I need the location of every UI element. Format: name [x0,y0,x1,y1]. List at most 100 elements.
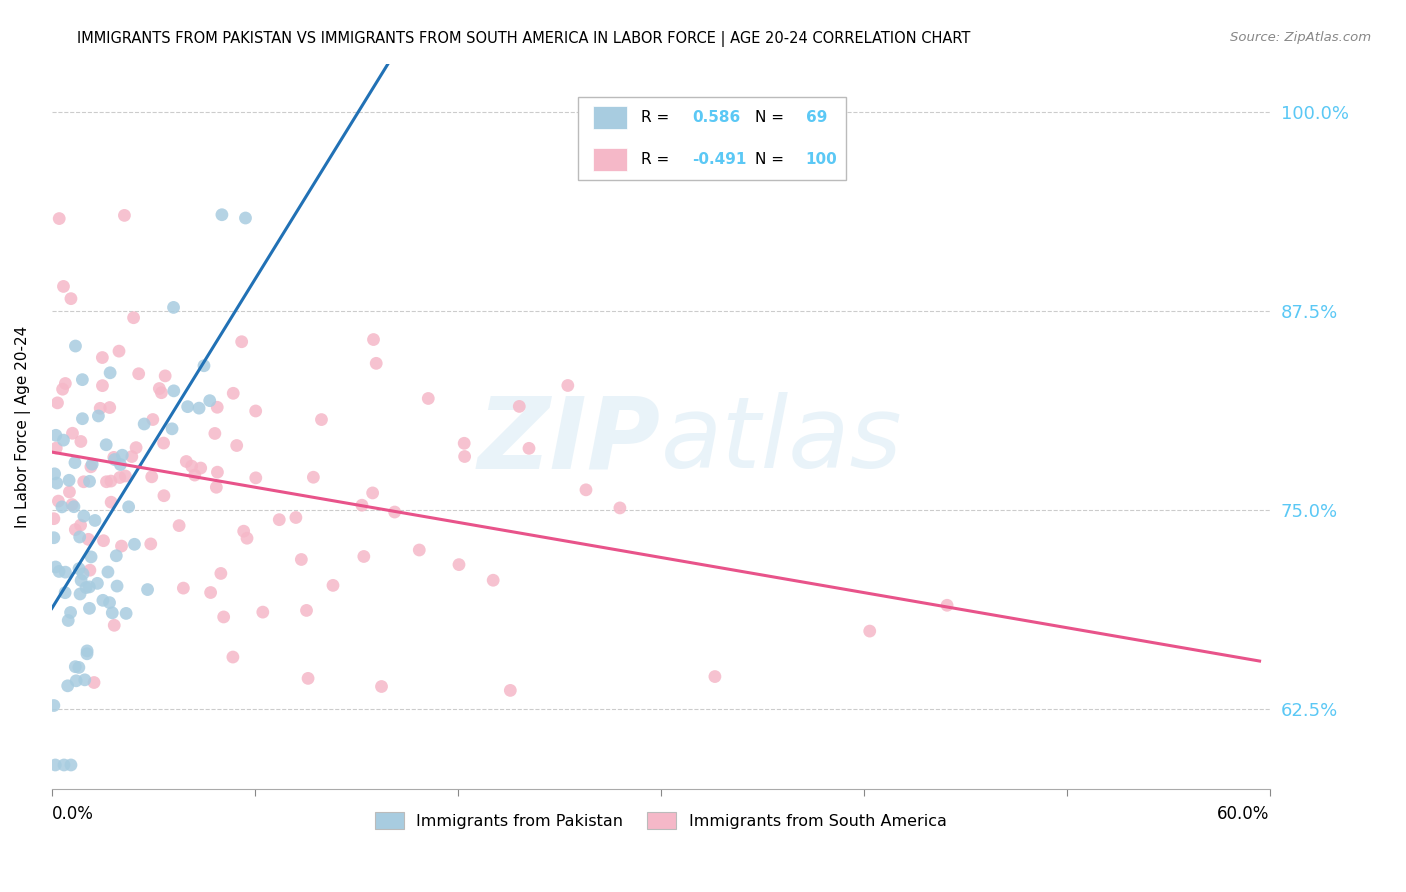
Point [110,539,132,553]
Point [361,486,384,500]
Point [205,480,228,494]
Point [136,582,159,597]
Text: N =: N = [755,152,789,167]
Point [302,470,325,484]
Point [69,518,91,533]
Text: R =: R = [641,152,675,167]
Point [84,513,107,527]
Point [51,500,73,514]
Point [517,442,540,456]
Point [609,500,631,515]
Point [75,581,97,595]
Text: 69: 69 [806,110,827,125]
Point [245,471,267,485]
Point [73,475,96,489]
Point [252,605,274,619]
Point [96,438,118,452]
Point [48,211,70,226]
Point [98,401,121,415]
Point [111,448,134,462]
Point [163,384,186,398]
Point [55,565,77,579]
Point [65,659,87,673]
Point [100,495,122,509]
Text: IMMIGRANTS FROM PAKISTAN VS IMMIGRANTS FROM SOUTH AMERICA IN LABOR FORCE | AGE 2: IMMIGRANTS FROM PAKISTAN VS IMMIGRANTS F… [77,31,970,47]
Point [353,549,375,564]
Point [103,618,125,632]
Point [91,351,114,365]
Point [53,758,76,772]
Point [52,382,75,396]
Point [114,469,136,483]
Text: 100: 100 [806,152,838,167]
Point [108,470,131,484]
Point [363,333,385,347]
Point [148,382,170,396]
Point [105,549,128,563]
Point [60,498,83,512]
Point [212,610,235,624]
Point [222,386,245,401]
Text: -0.491: -0.491 [692,152,747,167]
Point [62,426,84,441]
Point [42,511,65,525]
Point [311,412,333,426]
Point [209,566,232,581]
Point [89,401,111,416]
Point [128,367,150,381]
Point [44,467,66,481]
Point [58,484,80,499]
Point [703,669,725,683]
Point [58,473,80,487]
Y-axis label: In Labor Force | Age 20-24: In Labor Force | Age 20-24 [15,326,31,527]
Point [231,334,253,349]
Text: ZIP: ZIP [478,392,661,490]
Point [225,438,247,452]
Point [172,581,194,595]
Point [193,359,215,373]
Text: atlas: atlas [661,392,903,490]
Point [222,650,245,665]
Point [508,400,530,414]
Text: R =: R = [641,110,675,125]
Point [97,565,120,579]
Point [65,523,87,537]
Point [167,518,190,533]
Point [125,441,148,455]
Point [322,578,344,592]
Point [98,596,121,610]
Point [103,450,125,465]
Point [45,476,67,491]
Point [70,434,93,449]
Point [52,433,75,447]
Point [80,549,103,564]
Point [67,562,90,576]
Point [59,292,82,306]
Text: N =: N = [755,110,789,125]
Point [58,614,80,628]
Point [98,366,121,380]
Point [122,310,145,325]
Point [59,606,82,620]
Point [112,208,135,222]
Point [53,376,76,391]
Point [284,510,307,524]
Point [142,412,165,426]
Point [207,465,229,479]
FancyBboxPatch shape [578,96,846,180]
Point [408,543,430,558]
Point [859,624,882,638]
Text: 0.0%: 0.0% [52,805,94,822]
Point [575,483,598,497]
Point [499,683,522,698]
Point [295,603,318,617]
Point [44,758,66,772]
Point [184,468,207,483]
Point [76,644,98,658]
Point [297,672,319,686]
Point [153,489,176,503]
Point [117,500,139,514]
Point [236,531,259,545]
FancyBboxPatch shape [592,148,627,170]
Point [110,458,132,472]
